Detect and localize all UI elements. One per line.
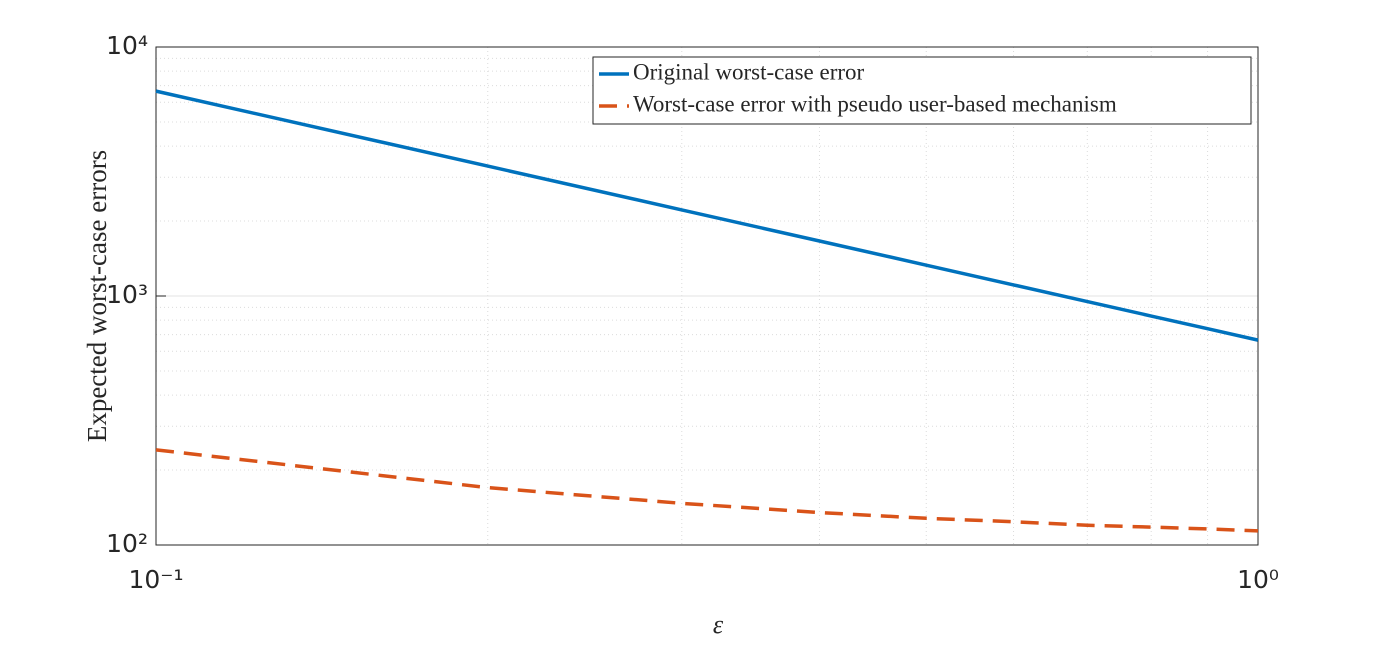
legend-label: Worst-case error with pseudo user-based … bbox=[633, 91, 1117, 116]
y-tick-label: 10⁴ bbox=[106, 31, 148, 60]
legend: Original worst-case error Worst-case erro… bbox=[592, 56, 1252, 125]
series-line bbox=[155, 89, 1259, 342]
axes-frame bbox=[155, 46, 1259, 546]
legend-label: Original worst-case error bbox=[633, 59, 865, 84]
series-line bbox=[155, 448, 1259, 533]
y-tick-label: 10³ bbox=[106, 280, 148, 309]
legend-box bbox=[592, 56, 1252, 125]
x-axis-label: ε bbox=[713, 610, 724, 639]
y-axis-label: Expected worst-case errors bbox=[82, 150, 112, 442]
y-tick-label: 10² bbox=[106, 529, 148, 558]
x-tick-label: 10⁰ bbox=[1237, 565, 1279, 594]
x-tick-label: 10⁻¹ bbox=[128, 565, 183, 594]
